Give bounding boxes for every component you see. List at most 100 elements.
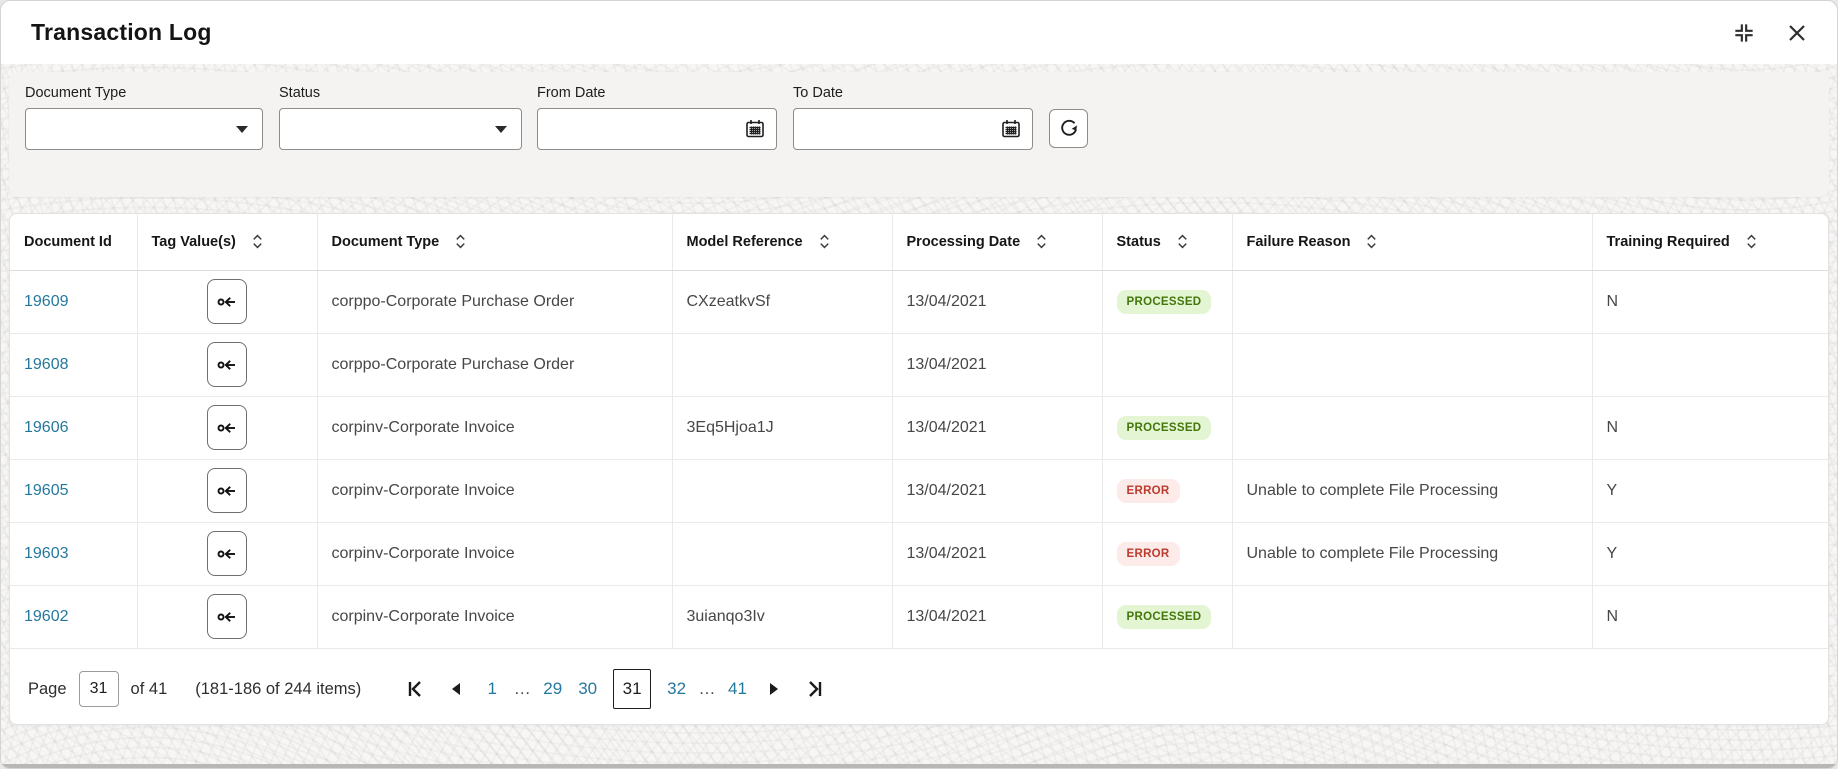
tag-values-button[interactable] [207, 468, 247, 513]
tag-icon [217, 420, 237, 436]
to-date-input[interactable] [794, 109, 996, 149]
status-badge: PROCESSED [1116, 415, 1212, 440]
col-header-tag-values: Tag Value(s) [137, 214, 318, 271]
document-type-cell: corppo-Corporate Purchase Order [317, 270, 673, 334]
col-header-status: Status [1102, 214, 1233, 271]
table-row: 19605 corpinv-Corporate Invoice 13/04/20… [10, 459, 1828, 523]
document-id-link[interactable]: 19605 [24, 481, 69, 499]
status-badge: ERROR [1116, 478, 1180, 503]
calendar-icon [744, 118, 766, 140]
title-bar: Transaction Log [1, 1, 1837, 64]
page-title: Transaction Log [31, 19, 212, 45]
training-required-cell: N [1592, 396, 1828, 460]
window-controls [1729, 1, 1811, 64]
document-type-cell: corpinv-Corporate Invoice [317, 585, 673, 649]
to-date-label: To Date [793, 85, 843, 101]
document-id-link[interactable]: 19608 [24, 355, 69, 373]
document-id-link[interactable]: 19609 [24, 292, 69, 310]
last-page-button[interactable] [795, 675, 835, 703]
sort-button[interactable] [1366, 234, 1377, 249]
table-row: 19603 corpinv-Corporate Invoice 13/04/20… [10, 522, 1828, 586]
page-link[interactable]: 32 [667, 679, 687, 698]
sort-button[interactable] [252, 234, 263, 249]
page-link[interactable]: 30 [578, 679, 598, 698]
current-page-indicator: 31 [613, 669, 652, 709]
status-badge: PROCESSED [1116, 289, 1212, 314]
sort-button[interactable] [1746, 234, 1757, 249]
from-date-field [537, 108, 777, 150]
document-id-link[interactable]: 19602 [24, 607, 69, 625]
from-date-input[interactable] [538, 109, 740, 149]
window-bottom-edge [1, 764, 1837, 768]
sort-icon [1036, 234, 1047, 249]
to-date-field [793, 108, 1033, 150]
collapse-button[interactable] [1729, 18, 1759, 48]
calendar-icon [1000, 118, 1022, 140]
first-page-button[interactable] [395, 675, 435, 703]
table-row: 19606 corpinv-Corporate Invoice 3Eq5Hjoa… [10, 396, 1828, 460]
last-page-icon [805, 679, 825, 699]
page-link[interactable]: 1 [487, 679, 497, 698]
next-page-button[interactable] [757, 677, 791, 701]
tag-values-button[interactable] [207, 342, 247, 387]
training-required-cell [1592, 333, 1828, 397]
chevron-down-icon [495, 125, 507, 133]
failure-reason-cell [1232, 333, 1593, 397]
col-header-processing-date: Processing Date [892, 214, 1103, 271]
tag-values-button[interactable] [207, 279, 247, 324]
to-date-calendar-button[interactable] [996, 118, 1032, 140]
refresh-button[interactable] [1049, 109, 1088, 148]
col-header-training-required: Training Required [1592, 214, 1828, 271]
next-page-icon [767, 681, 781, 697]
pagination-bar: Page of 41 (181-186 of 244 items) 1 … 29 [10, 654, 1828, 724]
sort-icon [252, 234, 263, 249]
document-id-link[interactable]: 19603 [24, 544, 69, 562]
chevron-down-icon [236, 125, 248, 133]
tag-icon [217, 357, 237, 373]
page-number-input[interactable] [78, 671, 119, 707]
tag-values-button[interactable] [207, 405, 247, 450]
document-type-cell: corpinv-Corporate Invoice [317, 396, 673, 460]
sort-button[interactable] [1177, 234, 1188, 249]
status-select[interactable] [279, 108, 522, 150]
training-required-cell: N [1592, 270, 1828, 334]
sort-button[interactable] [455, 234, 466, 249]
page-link[interactable]: 29 [543, 679, 563, 698]
tag-values-button[interactable] [207, 531, 247, 576]
table-row: 19608 corppo-Corporate Purchase Order 13… [10, 333, 1828, 397]
model-reference-cell: CXzeatkvSf [672, 270, 893, 334]
items-summary: (181-186 of 244 items) [195, 679, 362, 698]
document-type-cell: corpinv-Corporate Invoice [317, 522, 673, 586]
table-header-row: Document Id Tag Value(s) Document Type M… [10, 214, 1828, 271]
document-type-select[interactable] [25, 108, 263, 150]
col-header-failure-reason: Failure Reason [1232, 214, 1593, 271]
document-type-cell: corppo-Corporate Purchase Order [317, 333, 673, 397]
processing-date-cell: 13/04/2021 [892, 459, 1103, 523]
prev-page-icon [449, 681, 463, 697]
sort-button[interactable] [1036, 234, 1047, 249]
col-header-document-id: Document Id [10, 214, 138, 271]
processing-date-cell: 13/04/2021 [892, 585, 1103, 649]
tag-values-button[interactable] [207, 594, 247, 639]
table-row: 19602 corpinv-Corporate Invoice 3uianqo3… [10, 585, 1828, 649]
model-reference-cell: 3uianqo3Iv [672, 585, 893, 649]
model-reference-cell [672, 522, 893, 586]
sort-icon [455, 234, 466, 249]
document-type-cell: corpinv-Corporate Invoice [317, 459, 673, 523]
tag-icon [217, 609, 237, 625]
status-badge: PROCESSED [1116, 604, 1212, 629]
sort-button[interactable] [819, 234, 830, 249]
prev-page-button[interactable] [439, 677, 473, 701]
model-reference-cell [672, 459, 893, 523]
failure-reason-cell: Unable to complete File Processing [1232, 522, 1593, 586]
from-date-calendar-button[interactable] [740, 118, 776, 140]
page-ellipsis: … [698, 679, 716, 698]
transaction-table-panel: Document Id Tag Value(s) Document Type M… [9, 213, 1829, 725]
close-button[interactable] [1783, 19, 1811, 47]
collapse-icon [1731, 20, 1757, 46]
sort-icon [1177, 234, 1188, 249]
page-link[interactable]: 41 [728, 679, 747, 698]
col-header-model-reference: Model Reference [672, 214, 893, 271]
document-id-link[interactable]: 19606 [24, 418, 69, 436]
